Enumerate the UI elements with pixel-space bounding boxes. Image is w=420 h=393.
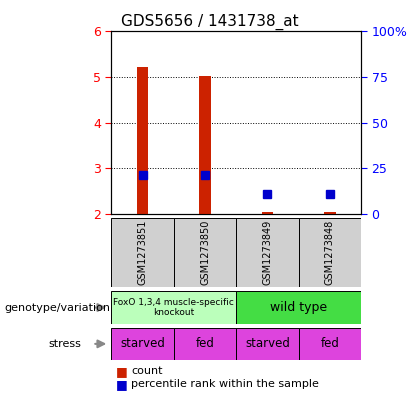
Bar — [137, 67, 148, 214]
Text: ■: ■ — [116, 378, 127, 391]
FancyBboxPatch shape — [236, 328, 299, 360]
Text: GSM1273851: GSM1273851 — [137, 220, 147, 285]
Text: GSM1273850: GSM1273850 — [200, 220, 210, 285]
FancyBboxPatch shape — [111, 218, 174, 287]
Text: FoxO 1,3,4 muscle-specific
knockout: FoxO 1,3,4 muscle-specific knockout — [113, 298, 234, 317]
FancyBboxPatch shape — [111, 328, 174, 360]
FancyBboxPatch shape — [299, 218, 361, 287]
Text: GDS5656 / 1431738_at: GDS5656 / 1431738_at — [121, 14, 299, 30]
FancyBboxPatch shape — [111, 291, 236, 324]
FancyBboxPatch shape — [174, 218, 236, 287]
Text: starved: starved — [120, 337, 165, 351]
FancyBboxPatch shape — [299, 328, 361, 360]
Text: fed: fed — [196, 337, 215, 351]
Bar — [200, 76, 211, 214]
Text: starved: starved — [245, 337, 290, 351]
Bar — [262, 212, 273, 214]
FancyBboxPatch shape — [236, 218, 299, 287]
Text: GSM1273848: GSM1273848 — [325, 220, 335, 285]
Text: stress: stress — [48, 339, 81, 349]
Text: genotype/variation: genotype/variation — [4, 303, 110, 312]
Text: wild type: wild type — [270, 301, 327, 314]
Text: count: count — [131, 366, 163, 376]
Text: GSM1273849: GSM1273849 — [262, 220, 273, 285]
Text: fed: fed — [320, 337, 339, 351]
Text: percentile rank within the sample: percentile rank within the sample — [131, 379, 319, 389]
FancyBboxPatch shape — [236, 291, 361, 324]
FancyBboxPatch shape — [174, 328, 236, 360]
Text: ■: ■ — [116, 365, 127, 378]
Bar — [324, 212, 336, 214]
